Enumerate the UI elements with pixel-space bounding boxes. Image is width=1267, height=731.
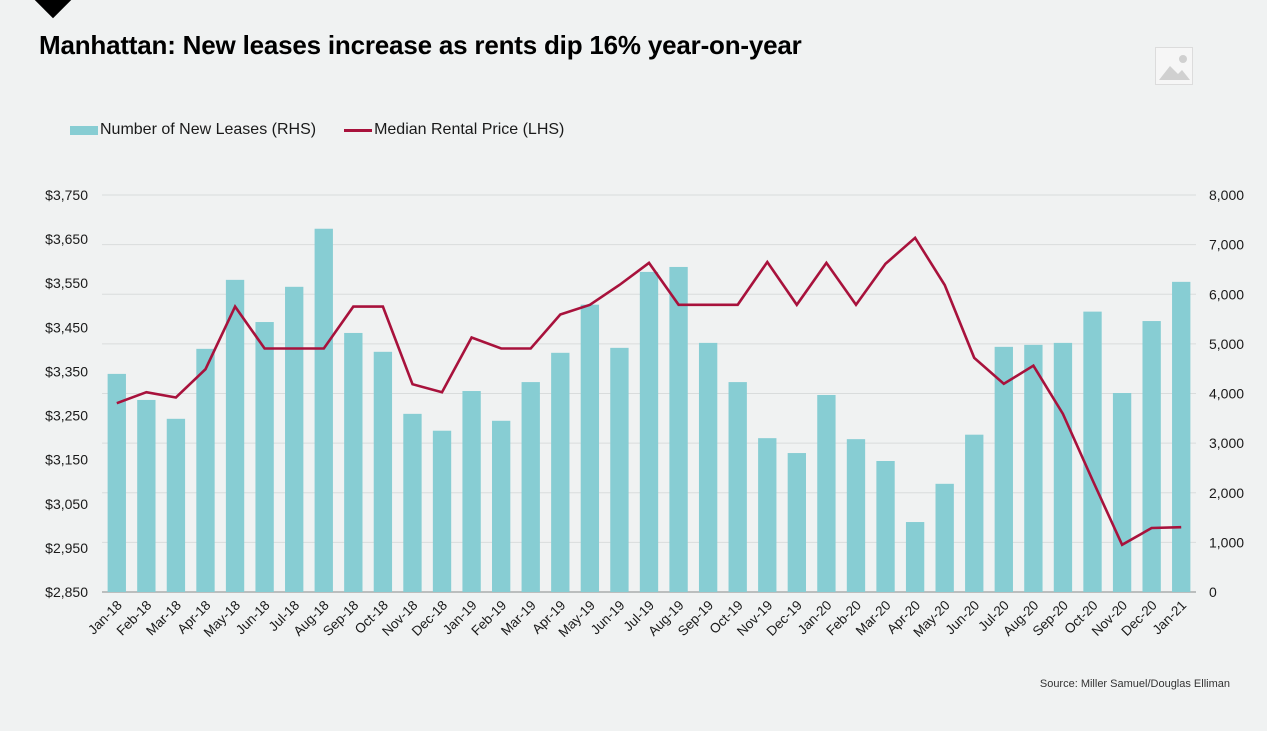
right-tick-label: 6,000 bbox=[1209, 286, 1244, 302]
bar bbox=[373, 351, 393, 592]
legend-label-leases: Number of New Leases (RHS) bbox=[100, 121, 317, 138]
bar bbox=[491, 420, 511, 592]
right-tick-label: 0 bbox=[1209, 584, 1217, 600]
legend-swatch-line bbox=[344, 128, 373, 132]
bar bbox=[285, 286, 304, 592]
legend-item-rent: Median Rental Price (LHS) bbox=[344, 121, 564, 139]
bar bbox=[698, 342, 718, 592]
right-tick-label: 1,000 bbox=[1209, 534, 1244, 550]
bar bbox=[1112, 393, 1132, 592]
right-tick-label: 8,000 bbox=[1209, 187, 1244, 203]
left-tick-label: $3,350 bbox=[45, 363, 88, 379]
left-axis-ticks: $2,850 $2,950 $3,050 $3,150 $3,250 $3,350 $3,4… bbox=[45, 187, 88, 600]
bar bbox=[758, 438, 777, 592]
bar bbox=[225, 279, 245, 592]
bar bbox=[639, 271, 659, 592]
image-placeholder-icon[interactable] bbox=[1155, 47, 1193, 85]
right-tick-label: 4,000 bbox=[1209, 386, 1244, 402]
left-tick-label: $3,650 bbox=[45, 231, 88, 247]
line-series-rent bbox=[116, 235, 1182, 547]
bar bbox=[1053, 342, 1073, 592]
x-tick-label: Jan-21 bbox=[1150, 598, 1190, 638]
bar bbox=[432, 430, 452, 592]
bar bbox=[876, 460, 895, 592]
x-tick-label: Jun-19 bbox=[588, 598, 628, 638]
bar bbox=[994, 346, 1013, 592]
bar bbox=[255, 322, 274, 592]
bar bbox=[787, 453, 807, 592]
bar-series-leases bbox=[107, 228, 1191, 592]
legend-swatch-bar bbox=[70, 125, 98, 135]
right-tick-label: 7,000 bbox=[1209, 237, 1244, 253]
chart-title: Manhattan: New leases increase as rents … bbox=[39, 30, 802, 60]
bar bbox=[580, 304, 600, 592]
bar bbox=[905, 522, 925, 592]
bar bbox=[462, 391, 481, 592]
left-tick-label: $3,750 bbox=[45, 187, 88, 203]
left-tick-label: $2,950 bbox=[45, 540, 88, 556]
left-tick-label: $3,550 bbox=[45, 275, 88, 291]
right-tick-label: 2,000 bbox=[1209, 485, 1244, 501]
legend-label-rent: Median Rental Price (LHS) bbox=[374, 121, 565, 138]
chart-legend: Number of New Leases (RHS) Median Rental… bbox=[70, 121, 592, 139]
bar bbox=[314, 228, 333, 592]
left-tick-label: $3,250 bbox=[45, 408, 88, 424]
left-tick-label: $2,850 bbox=[45, 584, 88, 600]
bar bbox=[846, 439, 866, 592]
right-tick-label: 3,000 bbox=[1209, 435, 1244, 451]
bar bbox=[107, 373, 126, 592]
bar bbox=[166, 418, 186, 592]
bar bbox=[403, 413, 422, 592]
x-tick-label: Jun-20 bbox=[943, 598, 983, 638]
bar bbox=[728, 382, 747, 592]
left-tick-label: $3,050 bbox=[45, 496, 88, 512]
left-tick-label: $3,450 bbox=[45, 319, 88, 335]
bar bbox=[196, 348, 215, 592]
bar bbox=[1172, 281, 1191, 592]
bar bbox=[1083, 311, 1102, 592]
source-note: Source: Miller Samuel/Douglas Elliman bbox=[1039, 678, 1230, 690]
x-axis-ticks: Jan-18Feb-18Mar-18Apr-18May-18Jun-18Jul-… bbox=[85, 598, 1189, 640]
bar bbox=[935, 483, 954, 592]
bar bbox=[1142, 321, 1161, 592]
bar bbox=[610, 347, 629, 592]
bar bbox=[817, 394, 836, 592]
bar bbox=[669, 266, 688, 592]
x-tick-label: Jun-18 bbox=[233, 598, 273, 638]
bar bbox=[521, 382, 540, 592]
bar bbox=[551, 352, 570, 592]
bar bbox=[1024, 344, 1043, 592]
bar bbox=[965, 434, 984, 592]
bar bbox=[137, 399, 156, 592]
bar bbox=[344, 332, 363, 592]
right-axis-ticks: 0 1,000 2,000 3,000 4,000 5,000 6,000 7,000 8,00… bbox=[1209, 187, 1244, 600]
left-tick-label: $3,150 bbox=[45, 452, 88, 468]
right-tick-label: 5,000 bbox=[1209, 336, 1244, 352]
legend-item-leases: Number of New Leases (RHS) bbox=[70, 121, 316, 139]
